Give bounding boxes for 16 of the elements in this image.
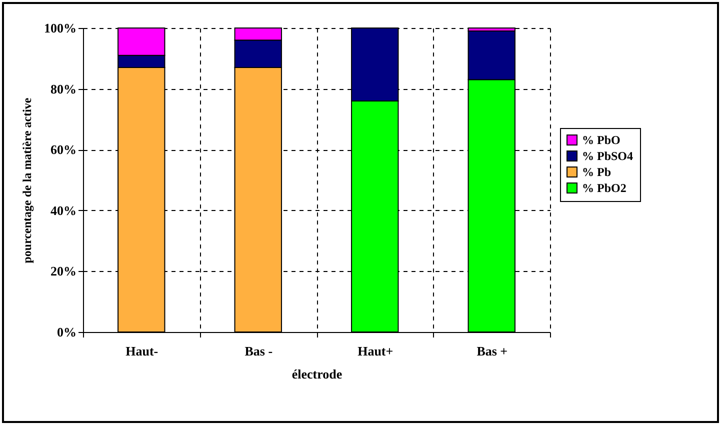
x-tick-label: Bas +	[476, 344, 508, 358]
x-tick-label: Haut-	[126, 344, 158, 358]
y-tick-label: 100%	[44, 20, 76, 36]
legend-label: % Pb	[582, 165, 612, 179]
x-tick-label: Haut+	[358, 344, 394, 358]
y-tick-label: 40%	[50, 202, 76, 218]
x-axis-title: électrode	[292, 366, 342, 382]
legend-label: % PbSO4	[582, 149, 634, 163]
y-tick-label: 80%	[50, 81, 76, 96]
y-tick-label: 0%	[57, 324, 76, 340]
y-tick-label: 60%	[50, 142, 76, 158]
y-axis-title: pourcentage de la matière active	[20, 97, 34, 264]
legend-label: % PbO2	[582, 181, 626, 195]
y-tick-label: 20%	[50, 264, 76, 279]
legend-label: % PbO	[582, 133, 620, 147]
x-tick-label: Bas -	[244, 344, 273, 358]
